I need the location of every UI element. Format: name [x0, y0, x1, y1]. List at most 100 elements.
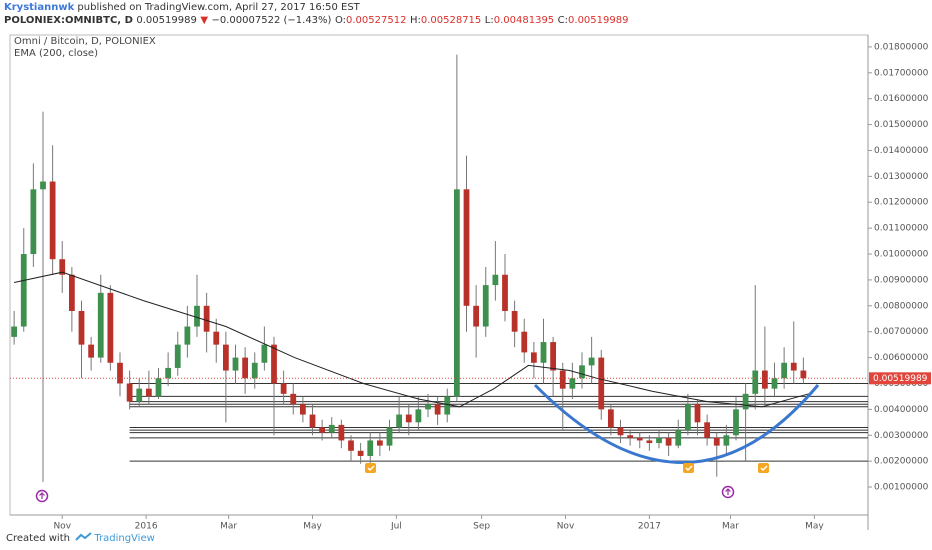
candle-body [521, 331, 528, 353]
author[interactable]: Krystiannwk [4, 2, 75, 13]
candle-body [78, 310, 85, 345]
candle-body [617, 427, 624, 436]
open-value: 0.00527512 [346, 15, 407, 26]
candle-body [155, 378, 162, 397]
candle-body [386, 427, 393, 446]
check-marker[interactable] [365, 463, 376, 473]
candle-body [646, 440, 653, 444]
check-markers [365, 463, 769, 473]
candle-body [790, 362, 797, 371]
y-tick-label: 0.00700000 [874, 327, 929, 337]
candle-body [136, 388, 143, 402]
candle-body [636, 437, 643, 441]
candle-body [20, 254, 27, 327]
y-tick-label: 0.01400000 [874, 146, 929, 156]
logo [75, 532, 92, 541]
arrow-marker[interactable] [721, 485, 735, 499]
check-icon [685, 465, 693, 472]
candle-body [540, 342, 547, 363]
check-marker[interactable] [758, 463, 769, 473]
candle-body [550, 342, 557, 371]
x-tick-label: Sep [473, 522, 490, 531]
chart: Omni / Bitcoin, D, POLONIEX EMA (200, cl… [9, 34, 931, 531]
ema-line [13, 271, 810, 408]
candle-body [357, 450, 364, 456]
candle-body [107, 292, 114, 363]
candle-body [444, 396, 451, 415]
candle-body [232, 357, 239, 371]
candle-body [145, 388, 152, 397]
candle-body [713, 437, 720, 446]
arrow-marker[interactable] [35, 489, 49, 503]
candle-body [319, 427, 326, 433]
candle-body [299, 404, 306, 415]
x-tick-label: May [805, 522, 824, 531]
arrow: ▼ [200, 15, 209, 26]
candle-body [222, 344, 229, 371]
candle-body [309, 414, 316, 428]
y-tick-label: 0.00600000 [874, 353, 929, 363]
candle-body [771, 378, 778, 389]
plot-frame [9, 34, 869, 516]
candle-body [492, 274, 499, 286]
arrow-icon [39, 492, 45, 499]
x-tick-label: Nov [53, 522, 71, 531]
candle-body [684, 404, 691, 431]
candle-body [117, 362, 123, 384]
x-tick-label: 2017 [638, 522, 661, 531]
candle-body [482, 285, 489, 327]
close-value: 0.00519989 [568, 15, 629, 26]
x-tick-label: May [303, 522, 322, 531]
x-tick-label: Mar [220, 522, 237, 531]
candle-body [251, 362, 258, 379]
header-line-1: Krystiannwk published on TradingView.com… [4, 1, 628, 14]
candle-body [675, 430, 682, 446]
change: −0.00007522 (−1.43%) [211, 15, 332, 26]
y-tick-label: 0.00400000 [874, 405, 929, 415]
candle-body [68, 274, 75, 311]
chart-title: Omni / Bitcoin, D, POLONIEX [14, 36, 156, 47]
candle-body [49, 181, 56, 260]
published: published on TradingView.com, April 27, … [77, 2, 360, 13]
x-tick-label: Nov [557, 522, 575, 531]
marks [11, 54, 868, 482]
candle-body [656, 437, 662, 444]
candle-body [559, 370, 566, 389]
y-tick-label: 0.00900000 [874, 275, 929, 285]
candle-body [473, 305, 480, 327]
candle-body [607, 409, 614, 428]
symbol: POLONIEX:OMNIBTC, D [4, 15, 133, 26]
candle-body [242, 357, 249, 379]
brand[interactable]: TradingView [94, 533, 155, 544]
y-tick-label: 0.01000000 [874, 250, 929, 260]
candle-body [598, 357, 605, 410]
candle-body [59, 259, 66, 275]
candle-body [184, 326, 191, 345]
candle-body [338, 424, 345, 441]
candle-body [704, 422, 711, 438]
candle-body [752, 370, 759, 394]
candle-body [665, 437, 672, 446]
candle-body [97, 292, 104, 358]
y-tick-label: 0.01700000 [874, 68, 929, 78]
candle-body [761, 370, 768, 389]
candle-body [781, 362, 788, 379]
y-tick-label: 0.00800000 [874, 301, 929, 311]
candle-body [290, 393, 297, 405]
footer: Created with TradingView [6, 531, 155, 544]
created-with: Created with [6, 533, 70, 544]
y-tick-label: 0.01500000 [874, 120, 929, 130]
o-label: O: [334, 15, 347, 26]
candle-body [415, 409, 422, 423]
candle-body [174, 344, 181, 368]
candle-body [203, 305, 210, 332]
candle-body [694, 404, 701, 423]
x-tick-label: Mar [722, 522, 739, 531]
candle-body [627, 435, 634, 438]
ema-legend: EMA (200, close) [14, 48, 98, 59]
h-label: H: [409, 15, 421, 26]
x-tick-label: Jul [390, 522, 402, 531]
candle-body [280, 383, 287, 394]
candle-body [405, 414, 412, 423]
check-marker[interactable] [683, 463, 694, 473]
